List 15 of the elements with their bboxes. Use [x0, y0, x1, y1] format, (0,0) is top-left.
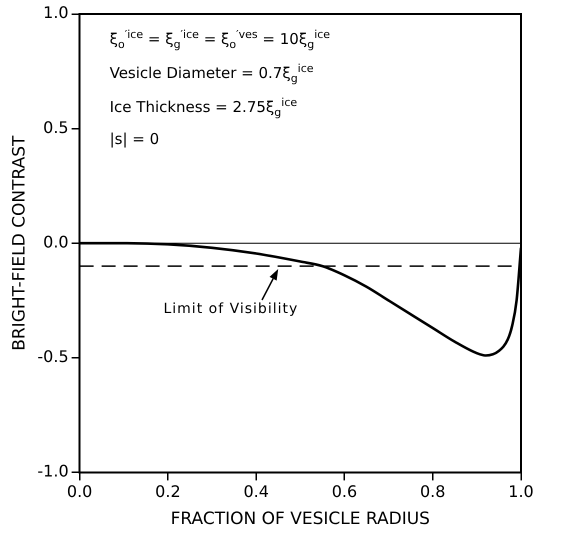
- y-tick-label: -0.5: [37, 346, 69, 366]
- y-tick-label: -1.0: [37, 462, 69, 481]
- x-tick-label: 0.4: [243, 482, 269, 502]
- x-tick-label: 0.2: [155, 482, 181, 502]
- y-tick-label: 0.0: [43, 232, 69, 252]
- annotation: Limit of Visibility: [163, 301, 298, 318]
- x-tick-label: 1.0: [508, 482, 534, 502]
- y-tick-label: 0.5: [43, 118, 69, 137]
- x-axis-title: FRACTION OF VESICLE RADIUS: [170, 509, 430, 530]
- x-tick-label: 0.6: [332, 482, 358, 502]
- y-axis-title: BRIGHT-FIELD CONTRAST: [10, 134, 30, 351]
- x-tick-label: 0.0: [66, 482, 92, 502]
- annotation: |s| = 0: [110, 130, 160, 148]
- y-tick-label: 1.0: [43, 3, 69, 22]
- x-tick-label: 0.8: [420, 482, 446, 502]
